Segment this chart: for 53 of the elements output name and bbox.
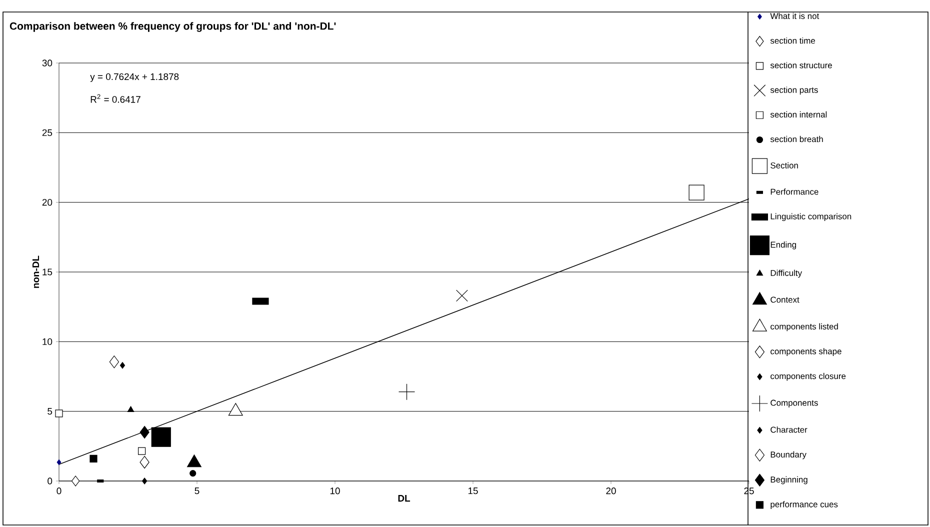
y-tick-label: 10: [42, 338, 52, 346]
point: [398, 384, 416, 400]
point: [688, 184, 704, 200]
x-tick-label: 5: [194, 488, 200, 494]
legend-label: section structure: [770, 62, 832, 68]
point: [140, 426, 150, 439]
legend-label: section parts: [770, 86, 818, 95]
y-tick-label: 0: [48, 478, 52, 484]
y-tick-label: 30: [42, 60, 52, 66]
x-tick-label: 15: [468, 488, 478, 494]
legend-label: Performance: [770, 188, 818, 195]
legend-label: components closure: [770, 372, 846, 381]
legend-label: section breath: [770, 136, 823, 142]
point: [109, 356, 119, 368]
legend-label: components shape: [770, 348, 842, 356]
point: [120, 362, 126, 369]
y-tick-label: 20: [42, 198, 52, 206]
legend-label: section time: [770, 37, 815, 44]
legend-label: section internal: [770, 111, 827, 118]
point: [151, 427, 171, 447]
point: [456, 290, 468, 302]
legend-label: components listed: [770, 323, 838, 332]
point: [72, 476, 80, 486]
point: [127, 406, 134, 412]
annotation: R$^{2}$ = 0.6417: [90, 94, 140, 103]
legend-label: Linguistic comparison: [770, 213, 852, 222]
x-tick-label: 20: [606, 488, 616, 494]
point: [90, 454, 98, 463]
point: [55, 410, 63, 418]
x-tick-label: 0: [56, 488, 62, 494]
annotation: y = 0.7624x + 1.1878: [90, 73, 179, 82]
legend-label: Character: [770, 426, 808, 433]
legend-label: Section: [770, 162, 798, 168]
point: [190, 470, 196, 477]
y-axis-title: non-DL: [32, 256, 40, 288]
y-tick-label: 5: [48, 408, 52, 415]
y-tick-label: 25: [42, 129, 52, 136]
y-tick-label: 15: [42, 268, 52, 276]
legend-label: Difficulty: [770, 270, 802, 278]
x-tick-label: 10: [330, 488, 340, 494]
point: [56, 459, 62, 465]
legend-label: Ending: [770, 241, 796, 250]
legend-label: performance cues: [770, 501, 838, 509]
chart-title: Comparison between % frequency of groups for 'DL' and 'non-DL': [10, 22, 336, 32]
legend-label: Context: [770, 296, 800, 303]
x-axis-title: DL: [398, 495, 410, 502]
legend-label: Beginning: [770, 476, 808, 484]
legend-label: Boundary: [770, 451, 806, 460]
point: [138, 447, 146, 455]
point: [140, 456, 150, 468]
point: [142, 478, 148, 484]
legend-label: What it is not: [770, 12, 820, 20]
legend-label: Components: [770, 400, 818, 408]
